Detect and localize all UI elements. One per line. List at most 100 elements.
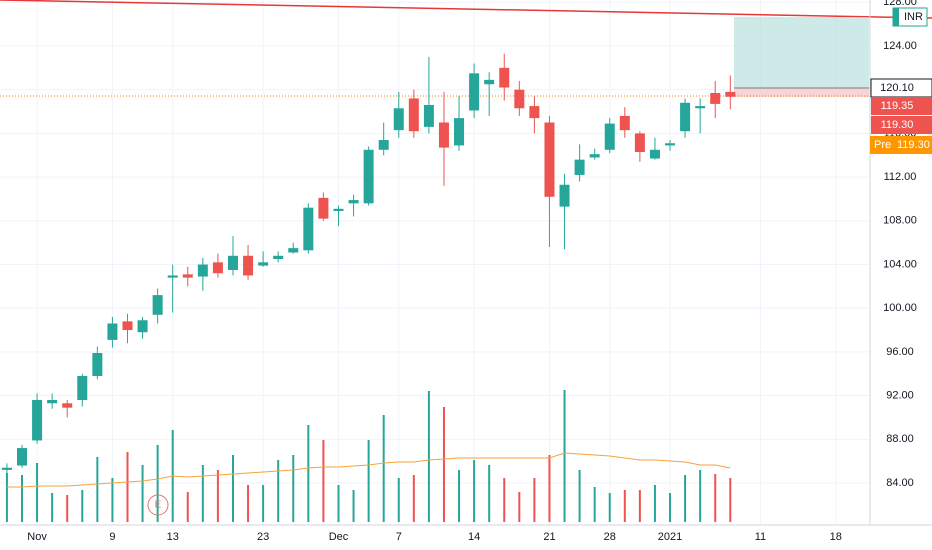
volume-bar bbox=[669, 493, 672, 522]
x-tick-label: 13 bbox=[167, 531, 179, 543]
volume-bar bbox=[653, 485, 656, 522]
y-tick-label: 84.00 bbox=[886, 477, 914, 489]
volume-bar bbox=[473, 460, 476, 522]
candle-body bbox=[17, 448, 28, 466]
candle-body bbox=[454, 118, 465, 146]
volume-bar bbox=[412, 475, 415, 522]
volume-bar bbox=[231, 455, 234, 522]
volume-bar bbox=[292, 455, 295, 522]
candle-body bbox=[604, 123, 615, 150]
volume-bar bbox=[714, 474, 717, 522]
candle-body bbox=[665, 143, 676, 146]
candle-body bbox=[62, 403, 73, 408]
x-tick-label: 21 bbox=[543, 531, 555, 543]
volume-bar bbox=[729, 478, 732, 522]
candle-body bbox=[469, 73, 480, 111]
volume-bar bbox=[141, 465, 144, 522]
candle-body bbox=[423, 105, 434, 127]
volume-bar bbox=[518, 492, 521, 522]
candle-body bbox=[725, 91, 736, 97]
price-tag-label: 119.35 bbox=[881, 100, 914, 112]
x-tick-label: 18 bbox=[830, 531, 842, 543]
x-tick-label: 2021 bbox=[658, 531, 682, 543]
x-tick-label: 14 bbox=[468, 531, 480, 543]
candle-body bbox=[589, 154, 600, 158]
volume-bar bbox=[578, 470, 581, 522]
volume-bar bbox=[81, 490, 84, 522]
candle-body bbox=[273, 255, 284, 260]
candle-body bbox=[182, 274, 193, 278]
candle-body bbox=[559, 184, 570, 207]
candle-body bbox=[122, 321, 133, 331]
volume-bar bbox=[442, 407, 445, 522]
volume-bar bbox=[367, 440, 370, 522]
loss-zone bbox=[734, 88, 869, 97]
y-tick-label: 108.00 bbox=[883, 215, 917, 227]
candle-body bbox=[408, 98, 419, 132]
candle-body bbox=[348, 200, 359, 204]
candle-body bbox=[258, 262, 269, 266]
volume-bar bbox=[156, 445, 159, 522]
earnings-marker[interactable] bbox=[147, 494, 169, 516]
volume-bar bbox=[201, 465, 204, 522]
volume-bar bbox=[638, 490, 641, 522]
candle-body bbox=[378, 139, 389, 150]
price-tag bbox=[871, 97, 932, 115]
volume-bar bbox=[503, 478, 506, 522]
candle-body bbox=[649, 149, 660, 159]
candle-body bbox=[634, 133, 645, 152]
volume-bar bbox=[458, 470, 461, 522]
candle-body bbox=[227, 255, 238, 270]
x-tick-label: 23 bbox=[257, 531, 269, 543]
premarket-label: Pre bbox=[874, 139, 891, 151]
candle-body bbox=[318, 197, 329, 219]
volume-bar bbox=[277, 460, 280, 522]
candle-body bbox=[243, 255, 254, 276]
volume-bar bbox=[111, 478, 114, 522]
candle-body bbox=[544, 122, 555, 197]
y-tick-label: 128.00 bbox=[883, 0, 917, 8]
volume-bar bbox=[247, 485, 250, 522]
profit-zone bbox=[734, 17, 869, 88]
volume-bar bbox=[307, 425, 310, 522]
candle-body bbox=[514, 89, 525, 109]
candle-body bbox=[152, 295, 163, 315]
x-tick-label: 9 bbox=[109, 531, 115, 543]
candle-body bbox=[333, 208, 344, 211]
volume-bar bbox=[21, 475, 24, 522]
price-tag-label: 120.10 bbox=[880, 82, 914, 94]
candle-body bbox=[680, 102, 691, 132]
currency-label[interactable]: INR bbox=[904, 11, 923, 23]
candle-body bbox=[32, 400, 43, 441]
x-tick-label: 28 bbox=[604, 531, 616, 543]
volume-bar bbox=[5, 473, 8, 522]
volume-bar bbox=[216, 470, 219, 522]
candle-body bbox=[303, 207, 314, 251]
candle-body bbox=[529, 106, 540, 119]
volume-bar bbox=[352, 490, 355, 522]
price-tag-label: 119.30 bbox=[881, 119, 914, 131]
candle-body bbox=[1, 467, 12, 470]
premarket-tag bbox=[870, 136, 932, 154]
candle-body bbox=[619, 115, 630, 131]
trend-line bbox=[0, 0, 932, 19]
volume-bar bbox=[623, 490, 626, 522]
candle-body bbox=[92, 353, 103, 376]
volume-bar bbox=[96, 457, 99, 522]
y-tick-label: 104.00 bbox=[883, 258, 917, 270]
x-tick-label: 7 bbox=[396, 531, 402, 543]
earnings-label[interactable]: E bbox=[155, 500, 162, 511]
candle-body bbox=[574, 159, 585, 175]
candle-body bbox=[695, 106, 706, 109]
volume-bar bbox=[337, 485, 340, 522]
volume-bar bbox=[563, 390, 566, 522]
y-tick-label: 92.00 bbox=[886, 390, 914, 402]
candle-body bbox=[484, 79, 495, 85]
candle-body bbox=[107, 323, 118, 340]
candle-body bbox=[77, 375, 88, 401]
volume-bar bbox=[51, 493, 54, 522]
volume-bar bbox=[126, 452, 129, 522]
x-tick-label: 11 bbox=[755, 531, 766, 543]
price-tag bbox=[871, 116, 932, 134]
